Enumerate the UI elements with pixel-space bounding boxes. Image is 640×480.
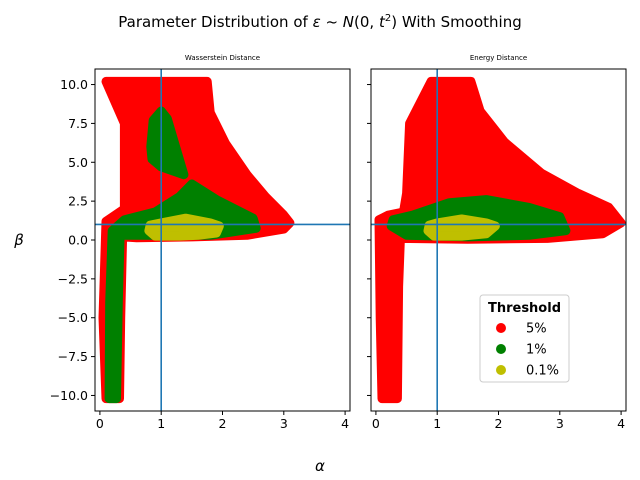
wasserstein-region-1pct-1 <box>146 106 189 180</box>
legend-label-1: 1% <box>526 343 547 358</box>
wasserstein-x-tick-label: 2 <box>219 416 227 431</box>
energy-x-tick-label: 0 <box>372 416 380 431</box>
wasserstein-panel-title: Wasserstein Distance <box>185 54 260 62</box>
x-axis-title: α <box>315 457 325 475</box>
energy-reference-lines <box>371 69 626 411</box>
wasserstein-x-tick-label: 1 <box>157 416 165 431</box>
wasserstein-y-tick-label: −10.0 <box>50 388 88 403</box>
wasserstein-x-tick-label: 3 <box>280 416 288 431</box>
energy-x-tick-label: 2 <box>495 416 503 431</box>
legend-label-0: 5% <box>526 322 547 337</box>
energy-x-tick-label: 1 <box>433 416 441 431</box>
energy-x-tick-label: 3 <box>556 416 564 431</box>
wasserstein-y-tick-label: −2.5 <box>58 271 88 286</box>
energy-ticks: 0 1 2 3 4 <box>367 84 625 431</box>
energy-x-tick-label: 4 <box>617 416 625 431</box>
wasserstein-ticks: 0 1 2 3 4 −10.0 −7.5 −5.0 −2.5 0.0 2.5 5.0 7.5 10.0 <box>50 77 349 431</box>
wasserstein-y-tick-label: 0.0 <box>68 233 88 248</box>
wasserstein-reference-lines <box>95 69 350 411</box>
legend-marker-2 <box>496 365 506 375</box>
figure-title: Parameter Distribution of ε ~ N(0, t2) W… <box>118 13 522 31</box>
panel-wasserstein: 0 1 2 3 4 −10.0 −7.5 −5.0 −2.5 0.0 2.5 5.0 7.5 10.0 W… <box>50 54 351 431</box>
energy-region-01pct-0 <box>423 214 500 241</box>
panel-energy: 0 1 2 3 4 Energy Distance <box>367 54 627 431</box>
wasserstein-x-tick-label: 4 <box>341 416 349 431</box>
wasserstein-x-tick-label: 0 <box>96 416 104 431</box>
wasserstein-y-tick-label: 10.0 <box>60 77 88 92</box>
wasserstein-y-tick-label: 7.5 <box>68 116 88 131</box>
legend-marker-1 <box>496 344 506 354</box>
legend-label-2: 0.1% <box>526 364 559 379</box>
wasserstein-y-tick-label: −5.0 <box>58 310 88 325</box>
y-axis-title: β <box>13 231 24 249</box>
wasserstein-region-01pct-0 <box>144 213 224 241</box>
legend-title: Threshold <box>488 301 561 316</box>
wasserstein-y-tick-label: −7.5 <box>58 349 88 364</box>
wasserstein-y-tick-label: 2.5 <box>68 194 88 209</box>
energy-panel-title: Energy Distance <box>470 54 527 62</box>
legend: Threshold 5% 1% 0.1% <box>479 294 570 383</box>
energy-plot-area <box>374 76 626 404</box>
wasserstein-y-tick-label: 5.0 <box>68 155 88 170</box>
legend-entries: 5% 1% 0.1% <box>496 322 559 379</box>
legend-box <box>479 294 570 383</box>
legend-marker-0 <box>496 323 506 333</box>
